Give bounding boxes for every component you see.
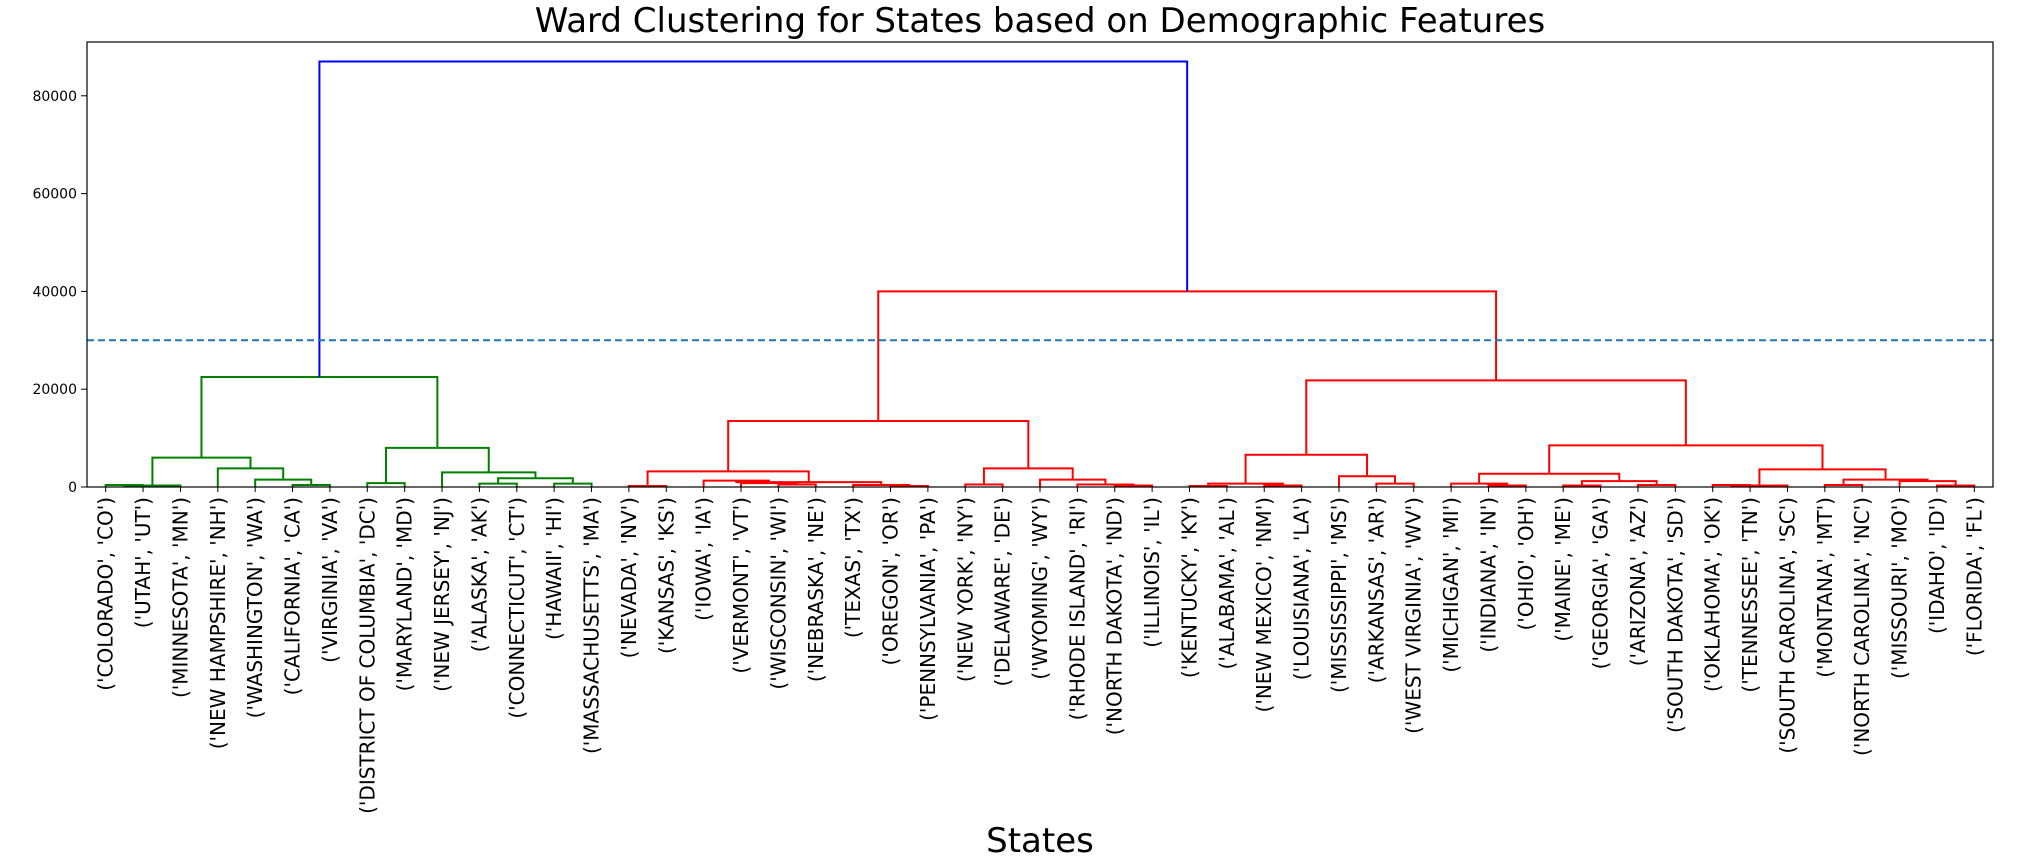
y-axis: 0 20000 40000 60000 80000 bbox=[32, 89, 87, 496]
leaf-label: ('GEORGIA', 'GA') bbox=[1589, 497, 1613, 669]
chart-title: Ward Clustering for States based on Demo… bbox=[535, 1, 1545, 41]
leaf-label: ('FLORIDA', 'FL') bbox=[1962, 497, 1986, 656]
leaf-label: ('NEVADA', 'NV') bbox=[617, 497, 641, 658]
x-axis-leaf-labels: ('COLORADO', 'CO') ('UTAH', 'UT') ('MINNES… bbox=[94, 487, 1986, 814]
link-r_C bbox=[1244, 453, 1369, 484]
leaf-label: ('MISSISSIPPI', 'MS') bbox=[1327, 497, 1351, 693]
leaf-label: ('NEW YORK', 'NY') bbox=[953, 497, 977, 682]
leaf-label: ('ALASKA', 'AK') bbox=[467, 497, 491, 652]
x-axis-label: States bbox=[986, 821, 1094, 861]
leaf-label: ('ARIZONA', 'AZ') bbox=[1626, 497, 1650, 666]
leaf-label: ('COLORADO', 'CO') bbox=[94, 497, 118, 691]
leaf-label: ('NORTH CAROLINA', 'NC') bbox=[1850, 497, 1874, 756]
leaf-label: ('SOUTH DAKOTA', 'SD') bbox=[1663, 497, 1687, 733]
leaf-label: ('MASSACHUSETTS', 'MA') bbox=[580, 497, 604, 754]
leaf-label: ('INDIANA', 'IN') bbox=[1476, 497, 1500, 653]
leaf-label: ('KENTUCKY', 'KY') bbox=[1177, 497, 1201, 678]
dendrogram-links bbox=[104, 60, 1976, 488]
leaf-label: ('ARKANSAS', 'AR') bbox=[1364, 497, 1388, 683]
leaf-label: ('OKLAHOMA', 'OK') bbox=[1701, 497, 1725, 692]
leaf-label: ('DELAWARE', 'DE') bbox=[991, 497, 1015, 686]
leaf-label: ('MAINE', 'ME') bbox=[1551, 497, 1575, 642]
leaf-label: ('MISSOURI', 'MO') bbox=[1888, 497, 1912, 679]
link-g_NJ_MA bbox=[441, 471, 537, 487]
link-r_all bbox=[877, 290, 1498, 421]
leaf-label: ('KANSAS', 'KS') bbox=[654, 497, 678, 654]
link-r_MS_WV bbox=[1337, 475, 1397, 487]
link-g_DC_MA bbox=[384, 446, 490, 484]
leaf-label: ('NEW JERSEY', 'NJ') bbox=[430, 497, 454, 692]
link-r_AB bbox=[727, 419, 1030, 472]
leaf-label: ('IOWA', 'IA') bbox=[692, 497, 716, 621]
leaf-label: ('ILLINOIS', 'IL') bbox=[1140, 497, 1164, 648]
leaf-label: ('IDAHO', 'ID') bbox=[1925, 497, 1949, 634]
leaf-label: ('CONNECTICUT', 'CT') bbox=[505, 497, 529, 719]
link-r_B bbox=[982, 467, 1074, 485]
leaf-label: ('SOUTH CAROLINA', 'SC') bbox=[1775, 497, 1799, 754]
y-tick-label: 40000 bbox=[32, 284, 77, 300]
y-tick-label: 20000 bbox=[32, 382, 77, 398]
y-tick-label: 60000 bbox=[32, 187, 77, 203]
leaf-label: ('OREGON', 'OR') bbox=[879, 497, 903, 665]
leaf-label: ('HAWAII', 'HI') bbox=[542, 497, 566, 640]
link-r_E bbox=[1758, 468, 1887, 486]
plot-frame bbox=[86, 41, 1994, 488]
link-g_NH_VA bbox=[216, 467, 285, 487]
y-tick-label: 0 bbox=[68, 480, 77, 496]
leaf-label: ('LOUISIANA', 'LA') bbox=[1290, 497, 1314, 680]
leaf-label: ('WEST VIRGINIA', 'WV') bbox=[1402, 497, 1426, 734]
leaf-label: ('MONTANA', 'MT') bbox=[1813, 497, 1837, 678]
leaf-label: ('NEW MEXICO', 'NM') bbox=[1252, 497, 1276, 712]
leaf-label: ('VERMONT', 'VT') bbox=[729, 497, 753, 674]
link-g_all bbox=[200, 375, 439, 458]
link-r_WY_IL bbox=[1039, 478, 1107, 487]
leaf-label: ('WYOMING', 'WY') bbox=[1028, 497, 1052, 680]
leaf-label: ('WISCONSIN', 'WI') bbox=[766, 497, 790, 690]
leaf-label: ('TEXAS', 'TX') bbox=[841, 497, 865, 638]
leaf-label: ('DISTRICT OF COLUMBIA', 'DC') bbox=[355, 497, 379, 814]
leaf-label: ('TENNESSEE', 'TN') bbox=[1738, 497, 1762, 693]
leaf-label: ('OHIO', 'OH') bbox=[1514, 497, 1538, 631]
leaf-label: ('ALABAMA', 'AL') bbox=[1215, 497, 1239, 669]
leaf-label: ('CALIFORNIA', 'CA') bbox=[281, 497, 305, 695]
y-tick-label: 80000 bbox=[32, 89, 77, 105]
leaf-label: ('MARYLAND', 'MD') bbox=[393, 497, 417, 691]
leaf-label: ('RHODE ISLAND', 'RI') bbox=[1065, 497, 1089, 720]
leaf-label: ('VIRGINIA', 'VA') bbox=[318, 497, 342, 663]
leaf-label: ('MINNESOTA', 'MN') bbox=[168, 497, 192, 698]
leaf-label: ('WASHINGTON', 'WA') bbox=[243, 497, 267, 718]
leaf-label: ('PENNSYLVANIA', 'PA') bbox=[916, 497, 940, 721]
leaf-label: ('NEW HAMPSHIRE', 'NH') bbox=[206, 497, 230, 749]
leaf-label: ('NEBRASKA', 'NE') bbox=[804, 497, 828, 682]
leaf-label: ('MICHIGAN', 'MI') bbox=[1439, 497, 1463, 673]
leaf-label: ('UTAH', 'UT') bbox=[131, 497, 155, 628]
link-root bbox=[318, 60, 1189, 377]
leaf-label: ('NORTH DAKOTA', 'ND') bbox=[1103, 497, 1127, 735]
link-g_left bbox=[151, 456, 252, 486]
link-r_CDE bbox=[1305, 379, 1687, 455]
